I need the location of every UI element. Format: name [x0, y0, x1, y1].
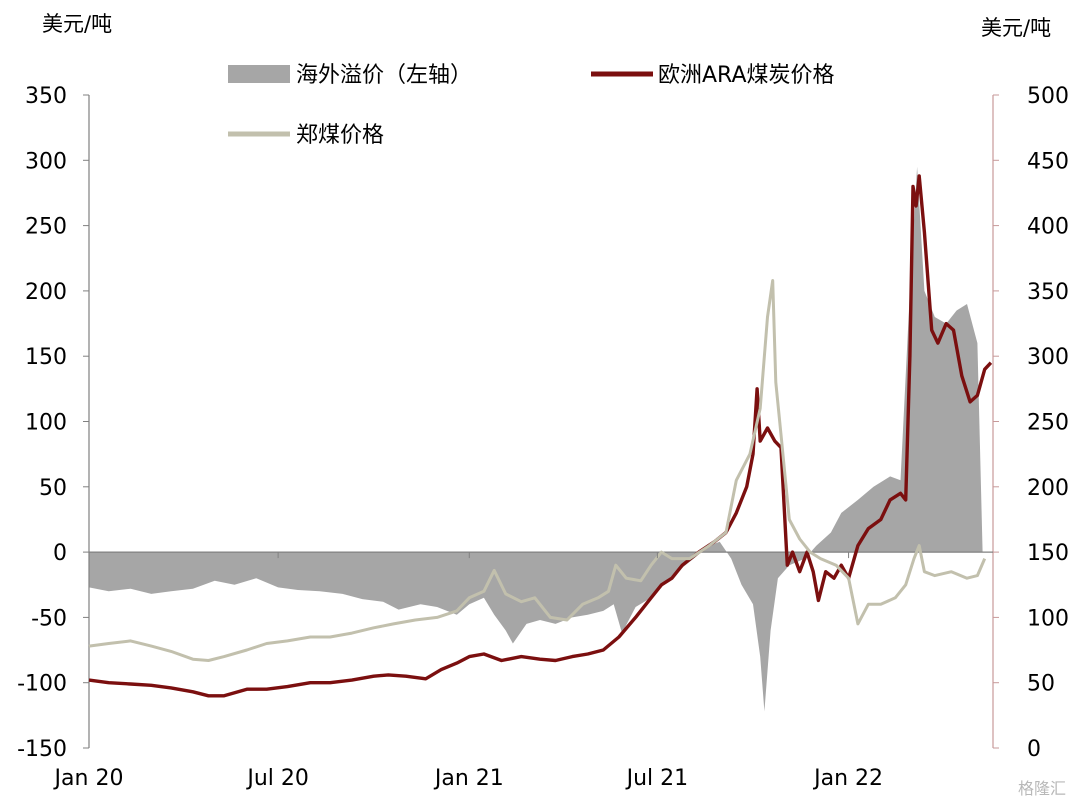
- left-tick-label: 200: [25, 280, 67, 305]
- right-tick-label: 300: [1027, 345, 1069, 370]
- x-tick-label: Jan 21: [433, 766, 504, 791]
- x-tick-label: Jan 22: [812, 766, 883, 791]
- x-tick-label: Jul 21: [625, 766, 689, 791]
- area-layer: [89, 166, 983, 712]
- left-tick-label: 100: [25, 411, 67, 436]
- series-area-premium: [89, 166, 983, 712]
- right-tick-label: 500: [1027, 84, 1069, 109]
- legend-label-zhengmei: 郑煤价格: [296, 123, 384, 148]
- left-tick-label: 250: [25, 215, 67, 240]
- legend-label-ara: 欧洲ARA煤炭价格: [658, 63, 835, 88]
- left-tick-label: 350: [25, 84, 67, 109]
- watermark: 格隆汇: [1018, 779, 1066, 798]
- series-line-ara: [88, 174, 993, 698]
- line-layer: [88, 174, 993, 698]
- right-tick-label: 450: [1027, 149, 1069, 174]
- x-tick-label: Jan 20: [53, 766, 124, 791]
- right-tick-label: 200: [1027, 476, 1069, 501]
- right-tick-label: 0: [1027, 737, 1041, 762]
- legend-label-premium: 海外溢价（左轴）: [296, 63, 472, 88]
- x-tick-label: Jul 20: [245, 766, 309, 791]
- axes-layer: [88, 95, 994, 748]
- right-tick-label: 100: [1027, 606, 1069, 631]
- right-tick-label: 250: [1027, 411, 1069, 436]
- right-tick-label: 50: [1027, 672, 1055, 697]
- right-tick-label: 150: [1027, 541, 1069, 566]
- legend-swatch-premium: [228, 65, 290, 83]
- left-tick-label: -150: [17, 737, 67, 762]
- legend: 海外溢价（左轴） 欧洲ARA煤炭价格 郑煤价格: [228, 63, 835, 148]
- series-line-zhengmei: [88, 279, 987, 662]
- tick-layer: 350300250200150100500-50-100-15050045040…: [17, 84, 1069, 791]
- left-tick-label: -50: [31, 606, 67, 631]
- right-tick-label: 350: [1027, 280, 1069, 305]
- left-axis-label: 美元/吨: [42, 12, 112, 36]
- left-tick-label: 50: [39, 476, 67, 501]
- right-axis-label: 美元/吨: [981, 16, 1051, 40]
- left-tick-label: 150: [25, 345, 67, 370]
- right-tick-label: 400: [1027, 215, 1069, 240]
- left-tick-label: 300: [25, 149, 67, 174]
- left-tick-label: 0: [53, 541, 67, 566]
- left-tick-label: -100: [17, 672, 67, 697]
